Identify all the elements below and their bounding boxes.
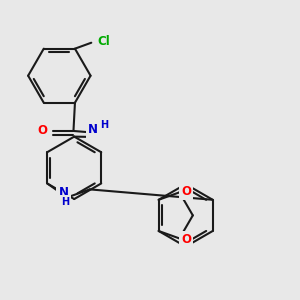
Text: H: H [61,197,69,207]
Text: O: O [181,185,191,198]
Text: O: O [37,124,47,137]
Text: O: O [181,233,191,246]
Text: H: H [100,120,108,130]
Text: Cl: Cl [98,35,111,48]
Text: N: N [58,186,68,199]
Text: N: N [88,123,98,136]
